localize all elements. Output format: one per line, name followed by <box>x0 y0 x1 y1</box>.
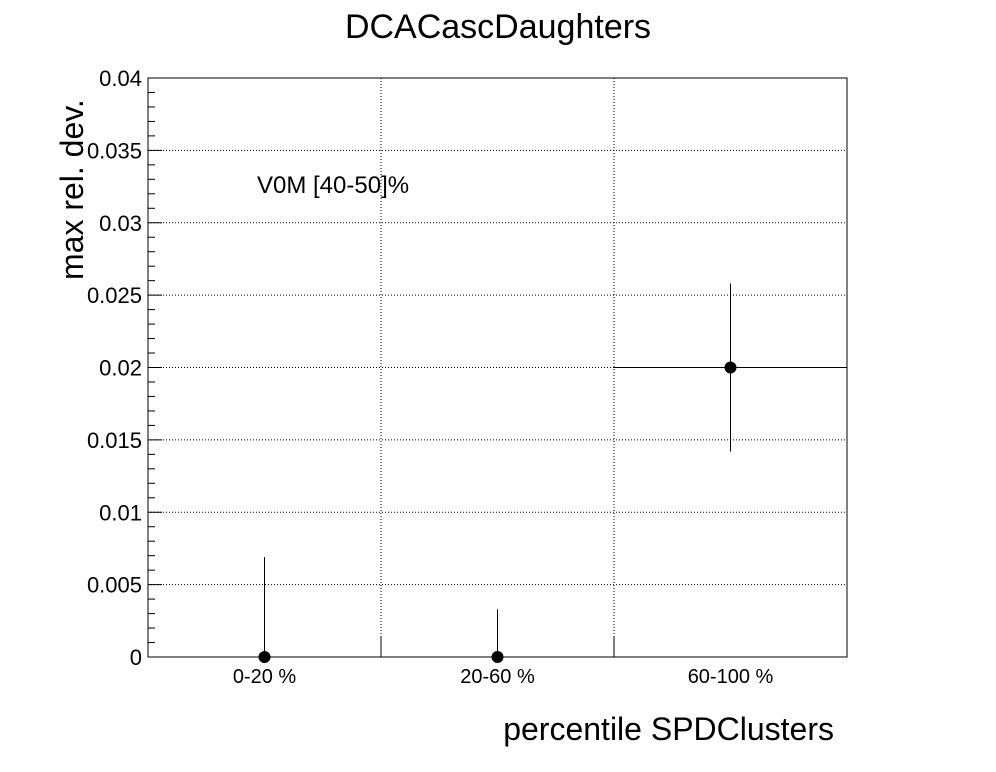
x-category-label: 20-60 % <box>460 666 535 688</box>
x-axis-category-labels: 0-20 % 20-60 % 60-100 % <box>233 666 774 688</box>
data-point <box>724 361 737 374</box>
y-tick-label: 0.04 <box>99 66 142 91</box>
x-category-label: 0-20 % <box>233 666 297 688</box>
y-axis-tick-labels: 0 0.005 0.01 0.015 0.02 0.025 0.03 0.035 0.04 <box>87 66 142 670</box>
y-axis-label: max rel. dev. <box>54 99 90 280</box>
annotation-label: V0M [40-50]% <box>257 172 409 199</box>
data-point <box>258 651 271 663</box>
x-category-label: 60-100 % <box>688 666 774 688</box>
y-tick-label: 0.03 <box>99 211 142 236</box>
y-axis-ticks <box>148 77 615 658</box>
y-tick-label: 0.005 <box>87 573 142 598</box>
y-tick-label: 0 <box>130 645 142 670</box>
data-point <box>491 651 504 663</box>
y-tick-label: 0.035 <box>87 138 142 163</box>
x-axis-label: percentile SPDClusters <box>503 711 834 747</box>
chart-title: DCACascDaughters <box>345 8 651 46</box>
y-tick-label: 0.025 <box>87 283 142 308</box>
data-points <box>258 283 847 663</box>
y-tick-label: 0.01 <box>99 500 142 525</box>
y-tick-label: 0.015 <box>87 428 142 453</box>
y-tick-label: 0.02 <box>99 356 142 381</box>
